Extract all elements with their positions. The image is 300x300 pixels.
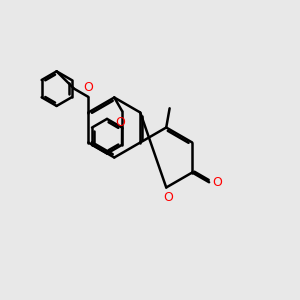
Text: O: O bbox=[213, 176, 223, 189]
Text: O: O bbox=[83, 81, 93, 94]
Text: O: O bbox=[116, 116, 125, 129]
Text: O: O bbox=[164, 191, 174, 204]
